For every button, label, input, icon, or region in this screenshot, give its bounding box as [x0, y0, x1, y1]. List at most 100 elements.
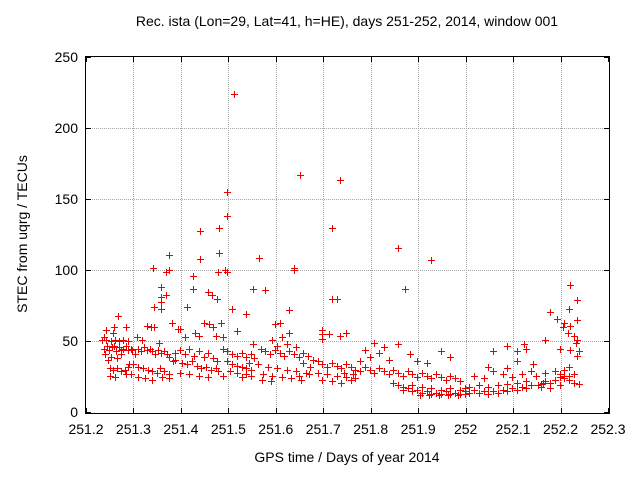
data-point [307, 363, 315, 371]
data-point [456, 386, 464, 394]
x-tick-label: 251.7 [305, 421, 341, 437]
data-point [494, 382, 502, 390]
data-point [509, 373, 517, 381]
data-point [179, 359, 187, 367]
x-tick-label: 252.2 [543, 421, 579, 437]
data-point [513, 379, 521, 387]
grid-line-vertical [370, 57, 372, 413]
plot-area [85, 56, 610, 414]
data-point [433, 371, 441, 379]
data-point [504, 388, 512, 396]
x-axis-tick [513, 408, 515, 413]
grid-line-vertical [323, 57, 325, 413]
data-point [416, 392, 424, 400]
data-point [249, 285, 257, 293]
data-point [191, 352, 199, 360]
data-point [200, 354, 208, 362]
data-point [127, 371, 135, 379]
data-point [165, 371, 173, 379]
data-point [337, 176, 345, 184]
data-point [347, 363, 355, 371]
data-point [547, 385, 555, 393]
data-point [475, 382, 483, 390]
x-axis-tick [228, 408, 230, 413]
data-point [575, 348, 583, 356]
data-point [219, 334, 227, 342]
data-point [106, 365, 114, 373]
data-point [212, 365, 220, 373]
data-point [575, 381, 583, 389]
data-point [195, 348, 203, 356]
x-tick-label: 252.3 [590, 421, 626, 437]
data-point [442, 388, 450, 396]
data-point [456, 390, 464, 398]
data-point [418, 369, 426, 377]
data-point [189, 273, 197, 281]
x-axis-tick [370, 408, 372, 413]
data-point [135, 345, 143, 353]
data-point [111, 373, 119, 381]
y-axis-tick-right [604, 270, 609, 271]
data-point [148, 324, 156, 332]
data-point [264, 363, 272, 371]
data-point [233, 369, 241, 377]
data-point [509, 385, 517, 393]
data-point [428, 257, 436, 265]
y-axis-label: STEC from uqrg / TECUs [14, 155, 30, 313]
data-point [490, 388, 498, 396]
data-point [504, 365, 512, 373]
data-point [165, 267, 173, 275]
grid-line-vertical [465, 57, 467, 413]
x-axis-tick-top [465, 57, 467, 62]
data-point [205, 288, 213, 296]
data-point [226, 368, 234, 376]
data-point [570, 371, 578, 379]
grid-line-horizontal [86, 341, 609, 342]
data-point [209, 291, 217, 299]
data-point [437, 348, 445, 356]
data-point [513, 348, 521, 356]
data-point [380, 368, 388, 376]
data-point [124, 338, 132, 346]
data-point [186, 371, 194, 379]
data-point [281, 352, 289, 360]
data-point [407, 351, 415, 359]
data-point [447, 385, 455, 393]
data-point [205, 349, 213, 357]
data-point [333, 362, 341, 370]
data-point [125, 361, 133, 369]
data-point [108, 338, 116, 346]
y-tick-label: 50 [62, 333, 78, 349]
data-point [428, 385, 436, 393]
data-point [100, 334, 108, 342]
data-point [154, 369, 162, 377]
data-point [305, 352, 313, 360]
grid-line-vertical [275, 57, 277, 413]
data-point [162, 291, 170, 299]
data-point [435, 392, 443, 400]
data-point [554, 315, 562, 323]
data-point [195, 332, 203, 340]
x-axis-tick [133, 408, 135, 413]
y-tick-label: 0 [70, 404, 78, 420]
data-point [123, 324, 131, 332]
data-point [243, 365, 251, 373]
data-point [162, 268, 170, 276]
data-point [243, 371, 251, 379]
data-point [402, 285, 410, 293]
data-point [233, 352, 241, 360]
data-point [150, 264, 158, 272]
x-axis-tick [323, 408, 325, 413]
data-point [504, 381, 512, 389]
data-point [452, 389, 460, 397]
x-axis-label: GPS time / Days of year 2014 [254, 449, 440, 465]
data-point [561, 319, 569, 327]
data-point [560, 324, 568, 332]
x-axis-tick-top [133, 57, 135, 62]
data-point [160, 348, 168, 356]
data-point [352, 366, 360, 374]
data-point [566, 372, 574, 380]
data-point [513, 386, 521, 394]
data-point [163, 351, 171, 359]
